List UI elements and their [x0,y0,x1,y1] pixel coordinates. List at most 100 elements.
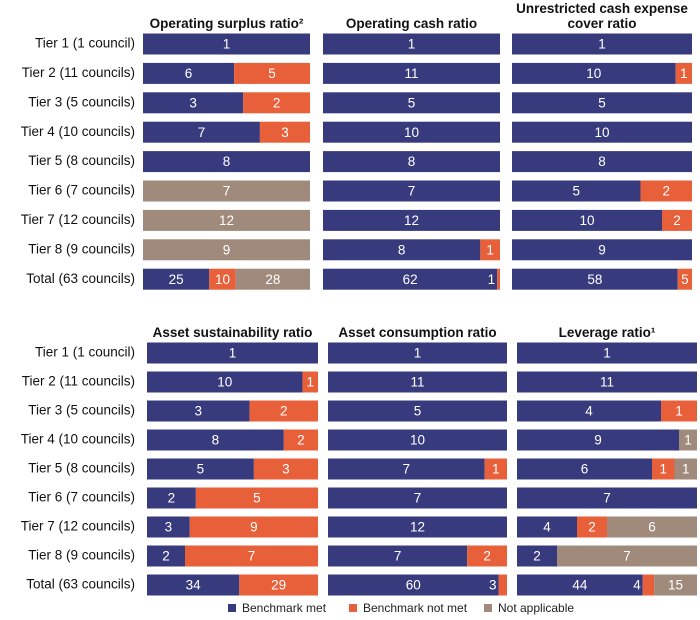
data-label: 1 [598,37,606,52]
data-label: 7 [248,549,256,564]
category-label: Tier 4 (10 councils) [21,124,135,139]
bar-segment [143,209,310,231]
bar-segment [662,209,692,231]
bar-segment [323,180,500,202]
data-label: 60 [406,578,421,593]
data-label: 8 [223,154,231,169]
bar-segment [143,268,210,290]
bar-segment [512,62,676,84]
category-label: Tier 3 (5 councils) [28,94,135,109]
data-label: 9 [223,242,231,257]
category-label: Tier 5 (8 councils) [28,153,135,168]
bar-segment [328,516,507,538]
bar-segment [195,487,318,509]
data-label: 1 [488,272,496,287]
legend-swatch [484,604,492,612]
bar-segment [512,180,641,202]
legend-swatch [349,604,357,612]
data-label: 1 [684,433,692,448]
data-label: 5 [414,404,422,419]
legend-swatch [228,604,236,612]
data-label: 10 [586,66,601,81]
category-label: Tier 2 (11 councils) [22,374,135,389]
data-label: 11 [404,66,418,81]
bar-segment [239,574,318,596]
data-label: 7 [223,184,231,199]
bar-segment [640,180,692,202]
data-label: 1 [229,346,237,361]
bar-segment [654,574,697,596]
bar-segment [147,516,190,538]
panel-title: Operating surplus ratio² [149,16,304,31]
bar-segment [143,33,310,55]
bar-segment [498,574,507,596]
data-label: 6 [648,520,656,535]
bar-segment [497,268,500,290]
panel-title: Asset sustainability ratio [152,325,313,340]
data-label: 5 [598,95,606,110]
legend-label: Not applicable [498,601,574,615]
data-label: 1 [223,37,231,52]
data-label: 10 [594,125,609,140]
bar-segment [674,458,697,480]
bar-segment [642,574,655,596]
bar-segment [517,574,643,596]
data-label: 7 [403,462,411,477]
data-label: 7 [623,549,631,564]
category-label: Tier 8 (9 councils) [28,548,135,563]
bar-segment [235,268,310,290]
data-label: 2 [168,491,176,506]
data-label: 6 [581,462,589,477]
bar-segment [328,429,507,451]
category-label: Tier 4 (10 councils) [21,432,135,447]
bar-segment [512,33,692,55]
bar-segment [323,209,500,231]
panel-title: Leverage ratio¹ [558,325,656,340]
bar-segment [209,268,236,290]
data-label: 10 [404,125,419,140]
bar-segment [512,92,692,114]
data-label: 2 [297,433,305,448]
category-label: Tier 5 (8 councils) [28,461,135,476]
bar-segment [512,121,692,143]
category-label: Tier 6 (7 councils) [28,490,135,505]
data-label: 2 [162,549,170,564]
data-label: 2 [273,95,281,110]
category-label: Tier 7 (12 councils) [21,519,135,534]
category-label: Tier 3 (5 councils) [28,403,135,418]
data-label: 4 [633,578,641,593]
bar-segment [302,371,318,393]
data-label: 62 [403,272,418,287]
panel-title: Asset consumption ratio [338,325,497,340]
data-label: 12 [219,213,234,228]
data-label: 10 [410,433,425,448]
data-label: 7 [198,125,206,140]
bar-segment [517,458,652,480]
data-label: 1 [408,37,416,52]
data-label: 1 [486,242,494,257]
bar-segment [143,151,310,173]
data-label: 3 [281,125,289,140]
bar-segment [677,268,692,290]
data-label: 5 [408,95,416,110]
category-label: Tier 1 (1 council) [35,345,135,360]
bar-segment [147,342,318,364]
data-label: 11 [600,375,614,390]
data-label: 2 [533,549,541,564]
bar-segment [323,121,500,143]
data-label: 8 [398,242,406,257]
bar-segment [328,342,507,364]
data-label: 1 [492,462,500,477]
category-label: Tier 1 (1 council) [35,36,135,51]
data-label: 34 [186,578,202,593]
bar-segment [243,92,310,114]
bar-segment [480,239,500,261]
bar-segment [253,458,318,480]
data-label: 1 [682,462,690,477]
bar-segment [189,516,318,538]
data-label: 8 [598,154,606,169]
data-label: 1 [680,66,688,81]
bar-segment [147,429,284,451]
